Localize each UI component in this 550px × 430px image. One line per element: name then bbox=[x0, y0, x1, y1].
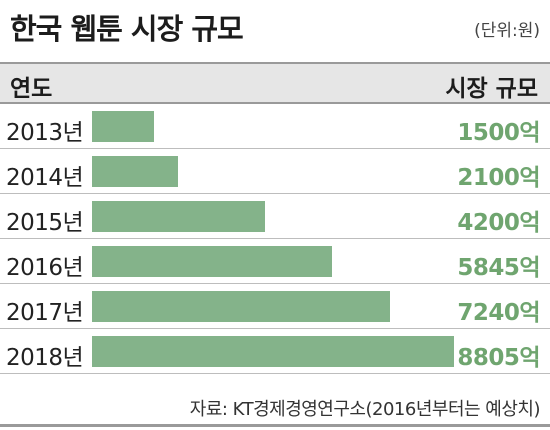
value-label: 8805억 bbox=[457, 345, 540, 371]
year-column-header: 연도 bbox=[10, 76, 53, 102]
year-label: 2015년 bbox=[6, 210, 84, 236]
year-label: 2013년 bbox=[6, 120, 84, 146]
source-note: 자료: KT경제경영연구소(2016년부터는 예상치) bbox=[189, 399, 541, 420]
bar bbox=[92, 111, 154, 142]
market-size-column-header: 시장 규모 bbox=[445, 76, 538, 102]
bar-chart: 2013년 1500억 2014년 2100억 2015년 4200억 2016년 5845억… bbox=[0, 104, 550, 374]
chart-row: 2014년 2100억 bbox=[0, 149, 550, 194]
chart-row: 2013년 1500억 bbox=[0, 104, 550, 149]
value-label: 1500억 bbox=[457, 120, 540, 146]
chart-row: 2016년 5845억 bbox=[0, 239, 550, 284]
bar bbox=[92, 291, 390, 322]
chart-row: 2015년 4200억 bbox=[0, 194, 550, 239]
bar bbox=[92, 156, 178, 187]
table-header: 연도 시장 규모 bbox=[0, 62, 550, 104]
year-label: 2014년 bbox=[6, 165, 84, 191]
chart-row: 2017년 7240억 bbox=[0, 284, 550, 329]
year-label: 2017년 bbox=[6, 300, 84, 326]
bar bbox=[92, 336, 454, 367]
chart-title: 한국 웹툰 시장 규모 bbox=[10, 12, 244, 46]
value-label: 7240억 bbox=[457, 300, 540, 326]
bottom-divider bbox=[0, 424, 550, 427]
unit-label: (단위:원) bbox=[474, 21, 540, 41]
value-label: 5845억 bbox=[457, 255, 540, 281]
year-label: 2016년 bbox=[6, 255, 84, 281]
year-label: 2018년 bbox=[6, 345, 84, 371]
value-label: 4200억 bbox=[457, 210, 540, 236]
bar bbox=[92, 246, 332, 277]
chart-row: 2018년 8805억 bbox=[0, 329, 550, 374]
value-label: 2100억 bbox=[457, 165, 540, 191]
bar bbox=[92, 201, 265, 232]
